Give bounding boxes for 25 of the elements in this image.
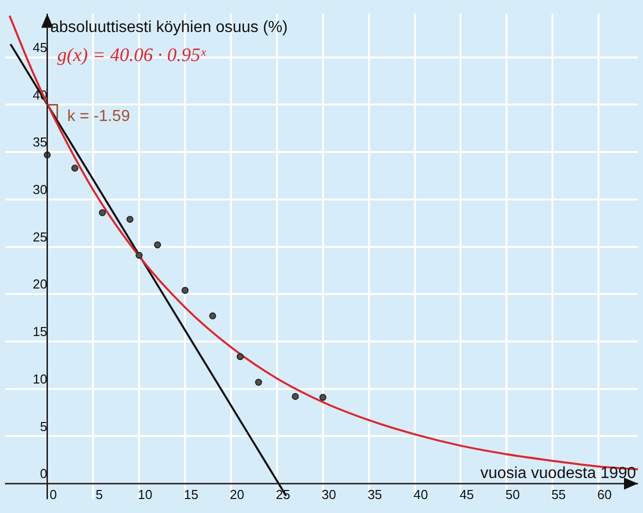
- y-tick-label: 5: [40, 418, 48, 434]
- x-tick-label: 60: [597, 486, 612, 502]
- x-tick-label: 20: [230, 486, 244, 502]
- x-tick-label: 15: [184, 486, 198, 502]
- x-tick-label: 30: [322, 486, 336, 502]
- y-tick-label: 10: [32, 371, 48, 386]
- y-tick-label: 0: [40, 466, 48, 482]
- x-tick-label: 40: [414, 486, 428, 502]
- annotation: k = -1.59: [67, 108, 130, 126]
- x-tick-label: 0: [50, 486, 57, 502]
- x-tick-label: 35: [368, 486, 382, 502]
- y-axis-title: absoluuttisesti köyhien osuus (%): [50, 19, 288, 36]
- x-tick-label: 45: [459, 486, 474, 502]
- y-tick-label: 45: [32, 40, 48, 55]
- y-tick-label: 25: [32, 229, 48, 244]
- x-axis-title: vuosia vuodesta 1990: [480, 464, 636, 482]
- x-tick-label: 10: [138, 486, 152, 502]
- x-tick-label: 55: [551, 486, 566, 502]
- y-tick-label: 35: [32, 134, 48, 150]
- y-tick-label: 15: [32, 324, 48, 340]
- annotation: g(x) = 40.06 · 0.95ˣ: [57, 44, 206, 66]
- x-tick-label: 50: [505, 486, 520, 502]
- y-tick-label: 20: [32, 276, 48, 292]
- y-tick-label: 30: [32, 182, 48, 198]
- x-tick-label: 5: [96, 486, 103, 502]
